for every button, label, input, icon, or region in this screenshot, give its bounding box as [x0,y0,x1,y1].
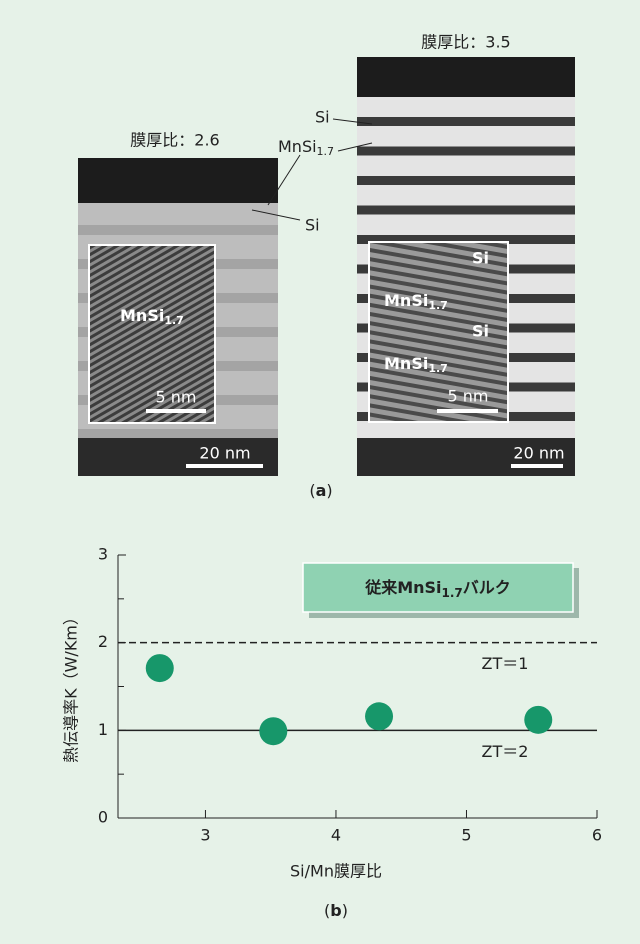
y-tick-label: 3 [98,545,108,564]
label-base: MnSi [278,137,317,156]
inset-label: Si [472,249,489,268]
x-axis-label: Si/Mn膜厚比 [290,862,382,881]
reference-label: ZT＝2 [482,742,529,761]
x-tick-label: 6 [592,826,602,845]
annotation: 従来MnSi1.7バルク [364,578,511,600]
pointer-label: Si [305,216,320,235]
y-tick-label: 2 [98,632,108,651]
x-tick-label: 5 [461,826,471,845]
x-tick-label: 3 [200,826,210,845]
scale-label: 5 nm [156,388,197,407]
label-base: MnSi [120,306,164,325]
scale-label: 20 nm [199,444,250,463]
label-base: MnSi [384,291,428,310]
data-point [259,717,287,745]
annotation-part: バルク [463,578,511,597]
label-sub: 1.7 [428,299,448,312]
y-tick-label: 1 [98,720,108,739]
label-sub: 1.7 [164,314,184,327]
reference-label: ZT＝1 [482,654,529,673]
scale-label: 20 nm [513,444,564,463]
inset-label: Si [472,322,489,341]
caption-part: ) [326,481,332,500]
annotation-part: 1.7 [442,586,463,600]
scale-label: 5 nm [448,387,489,406]
data-point [365,702,393,730]
data-point [524,706,552,734]
label-base: MnSi [384,354,428,373]
caption-part: ) [342,901,348,920]
image-title: 膜厚比：2.6 [130,131,219,150]
pointer-label: Si [315,108,330,127]
figure: 膜厚比：2.6 MnSi1.7 5 nm 20 nm 膜厚比：3.5 Si Mn… [0,0,640,944]
label-sub: 1.7 [317,145,335,158]
label-sub: 1.7 [428,362,448,375]
data-point [146,654,174,682]
tem-image-right [357,57,575,476]
caption: (b) [324,901,348,920]
image-title: 膜厚比：3.5 [421,33,510,52]
annotation-part: 従来MnSi [364,578,441,597]
y-axis-label: 熱伝導率K（W/Km） [62,609,81,763]
caption: (a) [309,481,332,500]
pointer-label: MnSi1.7 [278,137,334,159]
caption-part: a [316,481,327,500]
y-tick-label: 0 [98,808,108,827]
caption-part: b [330,901,341,920]
page: {"figure_a": { "left": {"title": "膜厚比：2.… [0,0,640,944]
x-tick-label: 4 [331,826,341,845]
